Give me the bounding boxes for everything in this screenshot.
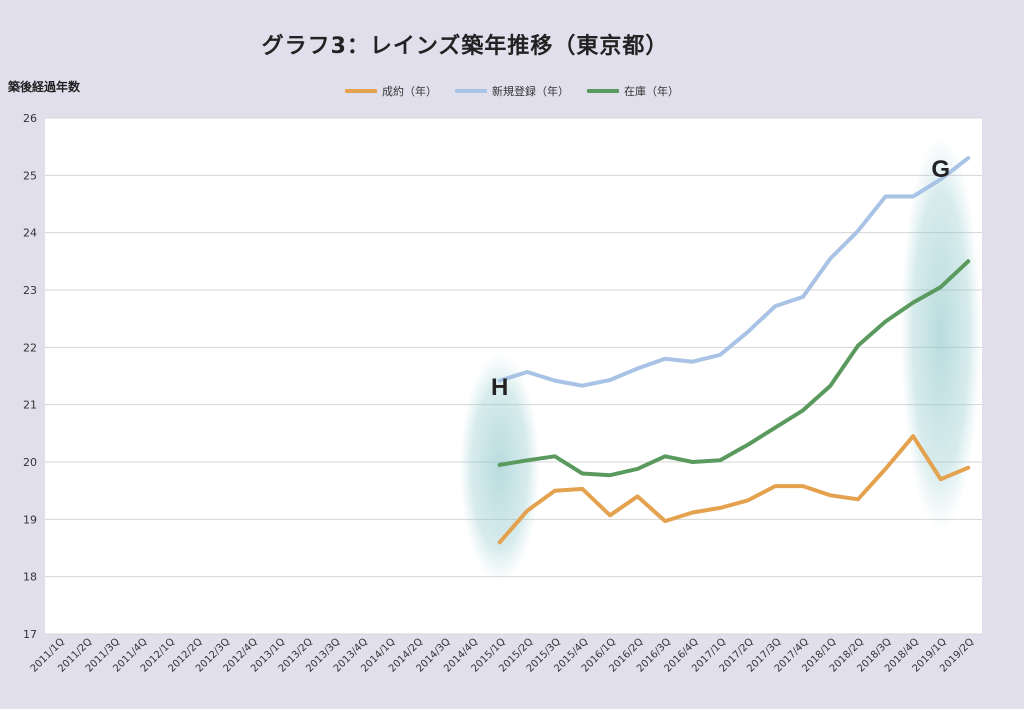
legend-label: 新規登録（年） <box>492 85 569 98</box>
chart-title: グラフ3：レインズ築年推移（東京都） <box>261 34 669 59</box>
y-axis-label: 築後経過年数 <box>8 80 81 94</box>
x-axis-ticks: 2011/1Q2011/2Q2011/3Q2011/4Q2012/1Q2012/… <box>29 636 977 674</box>
annotation-label: H <box>491 374 508 401</box>
legend-item: 新規登録（年） <box>455 83 569 99</box>
y-tick-label: 19 <box>23 513 37 526</box>
annotation-label: G <box>931 156 950 183</box>
y-tick-label: 26 <box>23 112 37 125</box>
annotation-labels: HG <box>491 156 950 401</box>
series-line <box>497 434 971 545</box>
legend-swatch <box>345 89 377 93</box>
y-tick-label: 25 <box>23 169 37 182</box>
y-tick-label: 18 <box>23 571 37 584</box>
y-tick-label: 23 <box>23 284 37 297</box>
legend: 成約（年） 新規登録（年） 在庫（年） <box>0 83 1024 99</box>
legend-item: 成約（年） <box>345 83 437 99</box>
series-lines <box>497 156 971 545</box>
annotation-highlights <box>459 135 981 583</box>
y-tick-label: 24 <box>23 227 37 240</box>
y-tick-label: 20 <box>23 456 37 469</box>
series-line <box>497 259 971 478</box>
y-tick-label: 17 <box>23 628 37 641</box>
legend-label: 在庫（年） <box>624 85 679 98</box>
annotation-highlight <box>900 135 981 531</box>
y-axis-ticks: 17 18 19 20 21 22 23 24 25 26 <box>23 112 37 641</box>
y-tick-label: 22 <box>23 341 37 354</box>
legend-swatch <box>587 89 619 93</box>
series-line <box>497 156 971 388</box>
y-tick-label: 21 <box>23 399 37 412</box>
legend-label: 成約（年） <box>382 85 437 98</box>
legend-item: 在庫（年） <box>587 83 679 99</box>
annotation-highlight <box>459 353 540 583</box>
legend-swatch <box>455 89 487 93</box>
